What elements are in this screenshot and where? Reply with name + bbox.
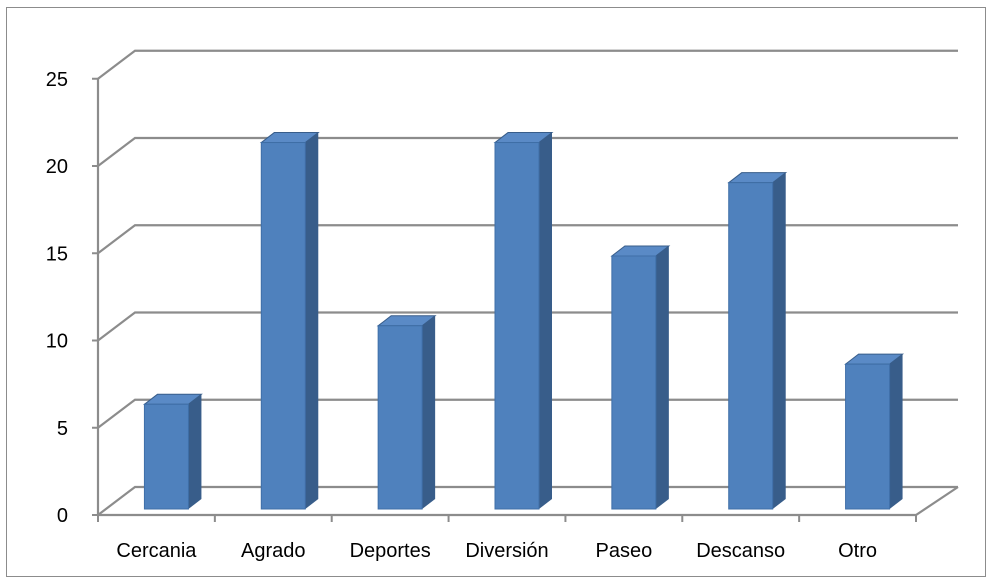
gridline — [97, 398, 958, 429]
gridline — [97, 49, 958, 80]
bar-side — [539, 132, 552, 510]
y-tick-label: 0 — [57, 505, 68, 527]
x-tick-label: Cercania — [116, 540, 197, 562]
bar-side — [889, 354, 903, 509]
y-tick-label: 25 — [46, 69, 68, 91]
bar — [610, 245, 671, 510]
bar — [259, 132, 320, 510]
bar-side — [422, 315, 436, 509]
gridline — [97, 224, 958, 255]
x-tick-label: Agrado — [241, 540, 306, 562]
y-tick-label: 15 — [46, 243, 68, 265]
bar-side — [772, 172, 786, 509]
gridline — [97, 136, 958, 167]
x-tick-label: Diversión — [465, 540, 548, 562]
bar-side — [188, 394, 202, 509]
gridline — [97, 485, 958, 516]
x-tick-label: Otro — [838, 540, 877, 562]
bar-front — [494, 142, 540, 510]
bars — [142, 132, 905, 510]
bar-front — [611, 255, 657, 510]
bar — [844, 353, 905, 510]
bar-front — [377, 325, 423, 510]
tick-labels: 0 5 10 15 20 25 Cercania Agrado Deportes Diversió… — [46, 69, 877, 562]
x-tick-label: Descanso — [696, 540, 785, 562]
gridlines — [97, 49, 958, 516]
x-tick-label: Deportes — [350, 540, 431, 562]
bar — [493, 132, 554, 510]
bar-front — [143, 403, 189, 510]
y-tick-label: 5 — [57, 418, 68, 440]
axes — [92, 77, 959, 522]
bar-side — [305, 132, 319, 510]
bar-front — [728, 182, 774, 510]
gridline — [97, 311, 958, 342]
bar — [727, 172, 788, 510]
bar-front — [260, 142, 306, 510]
y-tick-label: 20 — [46, 156, 68, 178]
bar — [376, 315, 437, 510]
x-tick-label: Paseo — [595, 540, 652, 562]
bar — [142, 393, 203, 510]
bar-side — [655, 245, 669, 509]
y-tick-label: 10 — [46, 331, 68, 353]
bar-front — [845, 363, 891, 510]
